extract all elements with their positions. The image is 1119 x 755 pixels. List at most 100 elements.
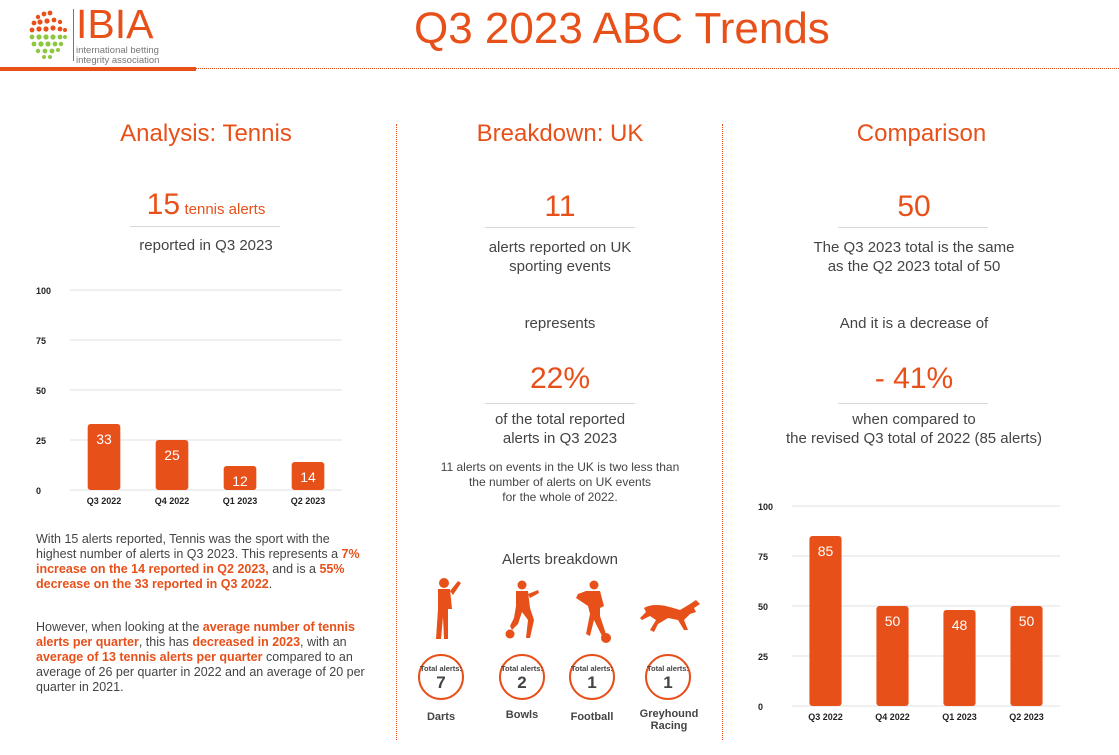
comparison-chart-bar [809, 536, 842, 706]
tennis-chart-y-tick-label: 25 [36, 436, 46, 446]
para-text: , with an [300, 635, 347, 649]
tennis-chart-y-tick-label: 0 [36, 486, 41, 496]
tennis-chart-bar-value-label: 33 [96, 431, 112, 447]
darts-total-circle: Total alerts: 7 [418, 654, 464, 700]
football-total-circle: Total alerts: 1 [569, 654, 615, 700]
comparison-chart-x-tick-label: Q1 2023 [942, 712, 977, 722]
header: IBIA international betting integrity ass… [0, 0, 1119, 71]
greyhound-total-value: 1 [663, 673, 673, 692]
comparison-chart-bar-value-label: 48 [952, 617, 968, 633]
uk-headline-sub: alerts reported on UK sporting events [398, 238, 722, 276]
column-divider [722, 124, 723, 740]
represents-label: represents [524, 315, 596, 332]
header-rule [0, 67, 196, 71]
comparison-chart-y-tick-label: 50 [758, 602, 768, 612]
comparison-chart-x-tick-label: Q4 2022 [875, 712, 910, 722]
tennis-chart-bar [223, 466, 257, 490]
uk-percent-sub: of the total reported alerts in Q3 2023 [398, 410, 722, 448]
football-total-value: 1 [587, 673, 597, 692]
tennis-paragraph-1: With 15 alerts reported, Tennis was the … [36, 532, 372, 592]
uk-note: 11 alerts on events in the UK is two les… [398, 460, 722, 505]
comparison-chart-bar-value-label: 50 [1019, 613, 1035, 629]
sport-name-darts: Darts [426, 711, 456, 723]
comparison-chart-y-tick-label: 0 [758, 702, 763, 712]
uk-note-line: for the whole of 2022. [502, 490, 618, 504]
section-title-tennis: Analysis: Tennis [120, 120, 292, 147]
comparison-chart-x-tick-label: Q3 2022 [808, 712, 843, 722]
tennis-chart-x-tick-label: Q1 2023 [223, 496, 258, 506]
uk-percent: 22% [529, 362, 591, 395]
total-alerts-label: Total alerts: [647, 664, 689, 673]
comparison-chart-y-tick-label: 100 [758, 502, 773, 512]
tennis-alert-count: 15 [146, 188, 181, 221]
headline-underline [838, 227, 988, 228]
comparison-chart-x-tick-label: Q2 2023 [1009, 712, 1044, 722]
sport-name-football: Football [570, 711, 614, 723]
greyhound-total-circle: Total alerts: 1 [645, 654, 691, 700]
comparison-chart-y-tick-label: 25 [758, 652, 768, 662]
logo-divider [73, 9, 74, 61]
section-title-comparison: Comparison [856, 120, 987, 147]
comparison-chart-bar [876, 606, 909, 706]
comparison-chart-bar-value-label: 50 [885, 613, 901, 629]
bowls-player-icon [505, 580, 539, 639]
para-highlight: 7% increase on the 14 reported in Q2 202… [36, 547, 360, 576]
comparison-chart-bar-value-label: 85 [818, 543, 834, 559]
para-text: However, when looking at the [36, 620, 203, 634]
sport-name-bowls: Bowls [505, 709, 539, 721]
tennis-headline-sub: reported in Q3 2023 [139, 237, 273, 254]
comparison-total: 50 [897, 190, 931, 223]
tennis-chart-x-tick-label: Q2 2023 [291, 496, 326, 506]
para-highlight: average number of tennis alerts per quar… [36, 620, 355, 649]
headline-underline [485, 403, 635, 404]
total-alerts-label: Total alerts: [571, 664, 613, 673]
headline-underline [838, 403, 988, 404]
tennis-chart-bar-value-label: 14 [300, 469, 316, 485]
ibia-globe-icon [29, 10, 67, 59]
comparison-percent-sub: when compared to the revised Q3 total of… [724, 410, 1104, 448]
logo-tagline: international betting integrity associat… [76, 46, 186, 66]
tennis-chart-bar [155, 440, 189, 490]
darts-player-icon [436, 578, 461, 639]
tennis-alerts-bar-chart: 0 25 50 75 100 33 Q3 2022 25 Q4 2022 12 Q1 2023 14 Q… [36, 286, 342, 506]
para-text: compared to an average of 26 per quarter… [36, 650, 365, 694]
uk-note-line: 11 alerts on events in the UK is two les… [440, 460, 680, 474]
football-player-icon [576, 580, 611, 643]
uk-note-line: the number of alerts on UK events [468, 475, 652, 489]
uk-alert-count: 11 [544, 190, 576, 223]
tennis-chart-x-tick-label: Q4 2022 [155, 496, 190, 506]
comparison-percent-sub-line: when compared to [852, 411, 976, 428]
tennis-chart-y-tick-label: 100 [36, 286, 51, 296]
comparison-chart-y-tick-label: 75 [758, 552, 768, 562]
uk-percent-sub-line: of the total reported [494, 411, 626, 428]
tennis-chart-x-tick-label: Q3 2022 [87, 496, 122, 506]
total-alerts-label: Total alerts: [501, 664, 543, 673]
comparison-sub: The Q3 2023 total is the same as the Q2 … [724, 238, 1104, 276]
column-divider [396, 124, 397, 740]
total-alerts-label: Total alerts: [420, 664, 462, 673]
para-text: . [268, 577, 273, 591]
greyhound-icon [640, 600, 700, 632]
tennis-headline: 15 tennis alerts [36, 188, 376, 222]
tennis-chart-bar-value-label: 12 [232, 473, 248, 489]
ibia-logo[interactable]: IBIA international betting integrity ass… [26, 1, 186, 66]
para-text: With 15 alerts reported, Tennis was the … [36, 532, 342, 561]
comparison-percent: - 41% [874, 362, 954, 395]
para-highlight: decreased in 2023 [192, 635, 301, 649]
sport-name-line: Racing [650, 720, 688, 732]
logo-wordmark: IBIA [76, 1, 154, 47]
bowls-total-circle: Total alerts: 2 [499, 654, 545, 700]
tennis-chart-y-tick-label: 50 [36, 386, 46, 396]
logo-tagline-line-1: international betting [76, 45, 159, 56]
tennis-chart-y-tick-label: 75 [36, 336, 46, 346]
para-highlight: average of 13 tennis alerts per quarter [36, 650, 263, 664]
uk-headline-sub-line: alerts reported on UK [488, 239, 632, 256]
para-text: and is a [268, 562, 320, 576]
comparison-chart-bar [1010, 606, 1043, 706]
comparison-sub-line: The Q3 2023 total is the same [813, 239, 1015, 256]
logo-tagline-line-2: integrity association [76, 55, 160, 66]
sport-name-line: Greyhound [639, 708, 699, 720]
tennis-alert-label: tennis alerts [184, 201, 266, 218]
comparison-sub-line: as the Q2 2023 total of 50 [827, 258, 1001, 275]
tennis-chart-bar-value-label: 25 [164, 447, 180, 463]
